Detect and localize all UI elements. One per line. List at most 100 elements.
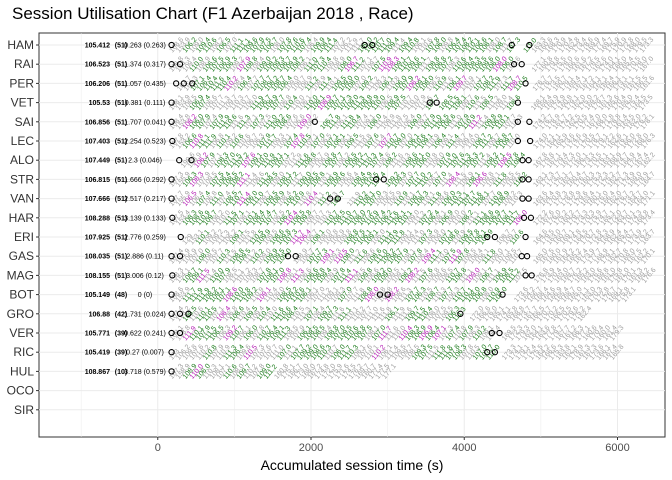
gap-to-best: 1.057 (0.435) xyxy=(124,81,166,88)
stint-marker xyxy=(484,349,491,356)
x-axis-title: Accumulated session time (s) xyxy=(261,457,444,473)
chart-title: Session Utilisation Chart (F1 Azerbaijan… xyxy=(12,4,414,23)
stint-marker xyxy=(528,272,535,279)
gap-to-best: 2.254 (0.523) xyxy=(124,139,166,146)
y-tick-label: VET xyxy=(11,96,35,110)
y-tick-label: GRO xyxy=(7,307,34,321)
best-lap-value: 106.815 xyxy=(85,177,110,184)
best-lap-value: 106.856 xyxy=(85,119,110,126)
stint-marker xyxy=(380,176,387,183)
y-tick-label: ALO xyxy=(10,153,34,167)
y-tick-label: STR xyxy=(10,172,34,186)
stint-marker xyxy=(334,195,341,202)
lap-count: (51) xyxy=(115,177,127,184)
best-lap-value: 105.419 xyxy=(85,350,110,357)
stint-marker xyxy=(519,157,526,164)
stint-marker xyxy=(525,195,532,202)
lap-count: (10) xyxy=(115,369,127,376)
lap-count: (51) xyxy=(115,139,127,146)
stint-marker xyxy=(510,61,518,68)
y-tick-label: HAM xyxy=(7,38,34,52)
best-lap-value: 105.53 xyxy=(89,100,111,107)
stint-marker xyxy=(522,272,529,279)
best-lap-value: 106.88 xyxy=(89,311,111,318)
y-tick-label: HAR xyxy=(9,211,35,225)
y-tick-label: PER xyxy=(9,76,34,90)
gap-to-best: 2.886 (0.11) xyxy=(126,254,163,261)
stint-marker xyxy=(168,99,175,106)
y-tick-label: SAI xyxy=(15,115,34,129)
stint-marker xyxy=(514,118,522,125)
best-lap-value: 108.035 xyxy=(85,254,110,261)
stint-marker xyxy=(526,137,534,145)
stint-marker xyxy=(168,61,175,68)
lap-count: (51) xyxy=(115,215,127,222)
stint-marker xyxy=(327,195,334,202)
x-tick-label: 2000 xyxy=(299,442,323,454)
stint-marker xyxy=(180,80,187,87)
stint-marker xyxy=(376,291,384,298)
stint-marker xyxy=(514,137,522,145)
stint-marker xyxy=(188,157,195,164)
gap-to-best: 0.263 (0.263) xyxy=(124,43,166,50)
gap-to-best: 0.622 (0.241) xyxy=(124,331,166,338)
gap-to-best: 1.731 (0.024) xyxy=(124,311,166,318)
x-tick-label: 4000 xyxy=(452,442,476,454)
gap-to-best: 0.381 (0.111) xyxy=(125,100,166,107)
y-tick-label: VER xyxy=(9,326,34,340)
x-tick-label: 0 xyxy=(155,442,161,454)
stint-marker xyxy=(372,176,380,183)
stint-marker xyxy=(292,253,299,260)
y-axis: HAM RAI PER VET SAI LEC ALO STR VAN HAR ERI GAS MAG B… xyxy=(7,38,39,417)
stint-marker xyxy=(168,310,175,317)
lap-count: (48) xyxy=(115,292,127,299)
stint-marker xyxy=(361,41,368,49)
y-tick-label: VAN xyxy=(10,192,34,206)
best-lap-value: 108.288 xyxy=(85,215,110,222)
stint-marker xyxy=(525,176,532,183)
stint-marker xyxy=(499,291,506,298)
stint-marker xyxy=(369,41,376,49)
gap-to-best: 1.666 (0.292) xyxy=(124,177,166,184)
gap-to-best: 1.707 (0.041) xyxy=(124,119,166,126)
lap-count: (39) xyxy=(115,350,127,357)
lap-count: (51) xyxy=(115,100,127,107)
best-lap-value: 106.206 xyxy=(85,81,110,88)
lap-count: (39) xyxy=(115,331,127,338)
stint-marker xyxy=(433,99,440,106)
stint-marker xyxy=(311,118,318,125)
gap-to-best: 2.517 (0.217) xyxy=(124,196,166,203)
lap-count: (51) xyxy=(115,196,127,203)
gap-to-best: 3.006 (0.12) xyxy=(126,273,164,280)
x-tick-label: 6000 xyxy=(605,442,629,454)
stint-marker xyxy=(176,61,184,68)
stint-marker xyxy=(525,157,532,164)
marks-layer: 105.412 (51)0.263 (0.263) 108.6153.9106.21… xyxy=(85,36,658,380)
lap-count: (51) xyxy=(115,254,127,261)
gap-to-best: 1.374 (0.317) xyxy=(124,62,166,69)
stint-marker xyxy=(518,61,525,68)
x-axis: 0 2000 4000 6000 xyxy=(155,437,630,454)
stint-marker xyxy=(173,80,180,87)
y-tick-label: BOT xyxy=(9,288,34,302)
stint-marker xyxy=(168,253,175,260)
stint-marker xyxy=(522,80,529,87)
best-lap-value: 105.412 xyxy=(85,43,110,50)
stint-marker xyxy=(527,214,535,221)
lap-count: (51) xyxy=(115,43,127,50)
stint-marker xyxy=(519,195,526,202)
stint-marker xyxy=(169,272,176,279)
best-lap-value: 107.666 xyxy=(85,196,110,203)
best-lap-value: 108.155 xyxy=(85,273,110,280)
y-tick-label: MAG xyxy=(7,268,34,282)
y-tick-label: LEC xyxy=(11,134,35,148)
y-tick-label: RAI xyxy=(14,57,34,71)
panel-background xyxy=(38,32,666,438)
stint-marker xyxy=(484,233,491,241)
lap-count: (51) xyxy=(115,273,127,280)
stint-marker xyxy=(488,329,495,337)
stint-marker xyxy=(384,291,391,298)
stint-marker xyxy=(508,41,515,49)
y-tick-label: OCO xyxy=(7,384,34,398)
stint-marker xyxy=(176,310,184,317)
